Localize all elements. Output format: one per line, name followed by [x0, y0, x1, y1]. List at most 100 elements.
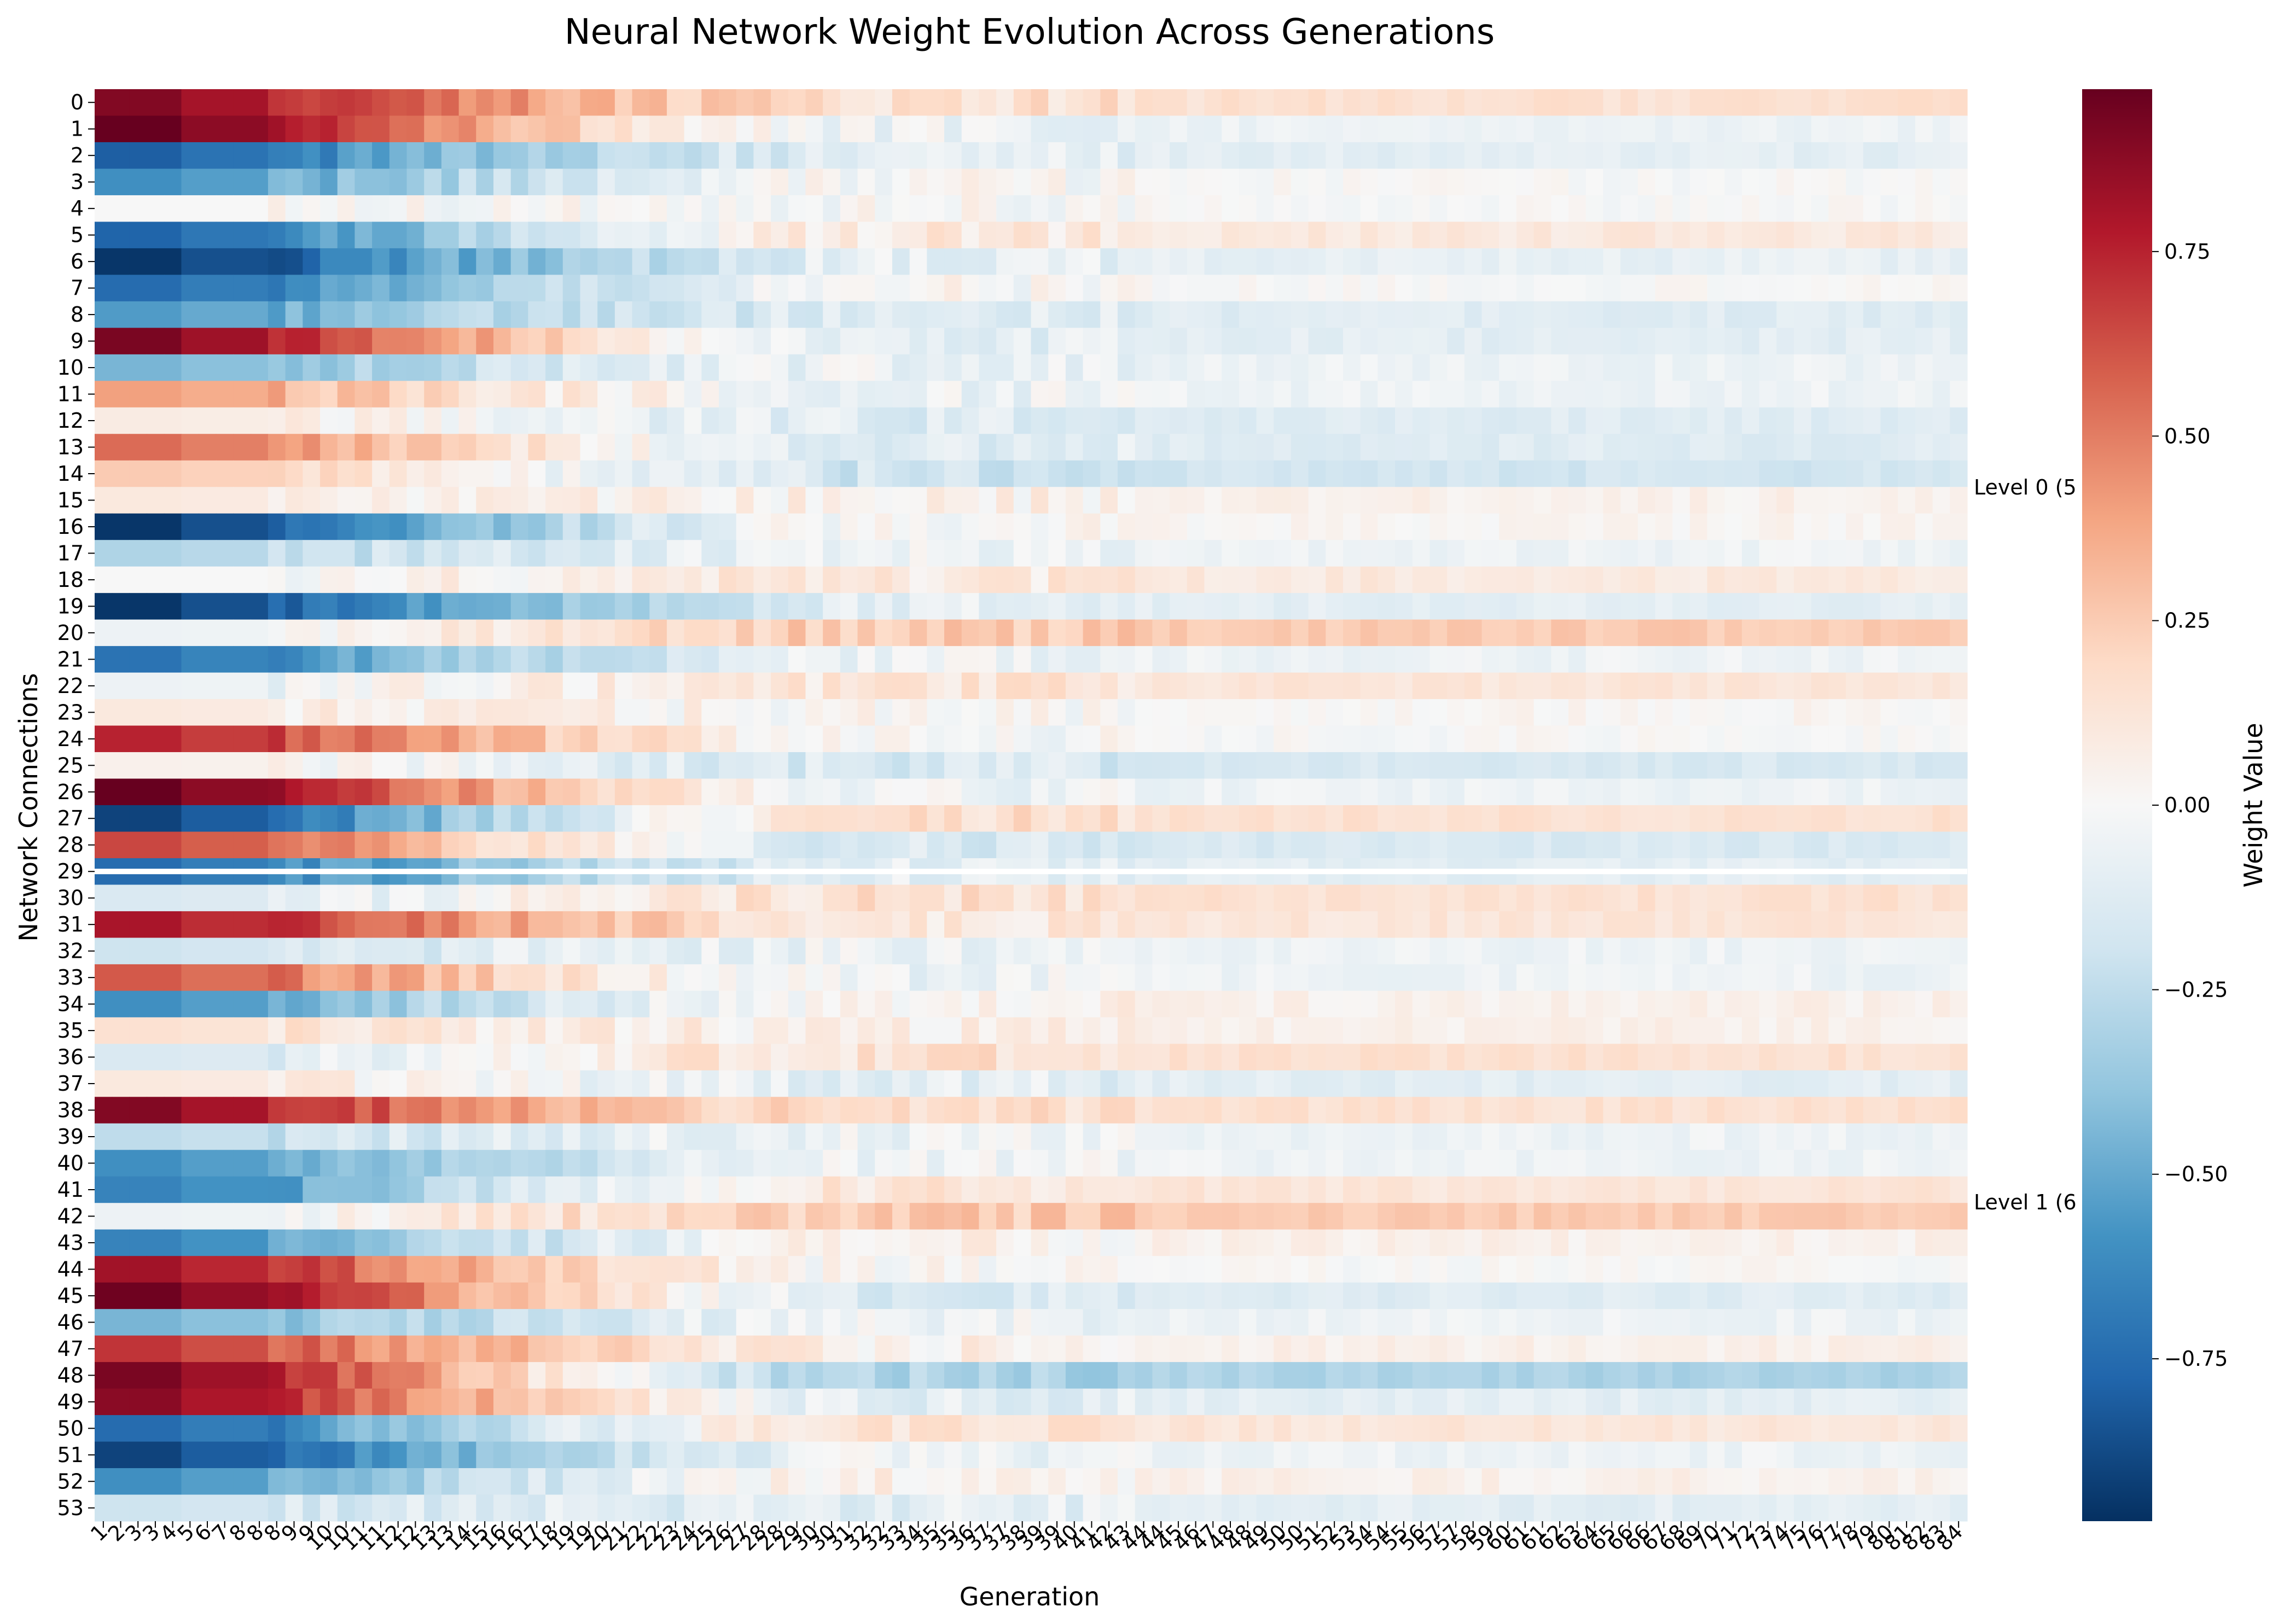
heatmap-cell — [1204, 1176, 1222, 1203]
heatmap-cell — [614, 1097, 633, 1124]
heatmap-cell — [1170, 115, 1188, 143]
heatmap-cell — [268, 1282, 286, 1309]
heatmap-cell — [320, 991, 338, 1018]
heatmap-cell — [1950, 593, 1968, 620]
heatmap-cell — [632, 168, 650, 196]
heatmap-cell — [875, 752, 893, 779]
heatmap-cell — [1447, 168, 1465, 196]
heatmap-cell — [771, 1282, 789, 1309]
heatmap-cell — [268, 1017, 286, 1044]
heatmap-cell — [1152, 593, 1170, 620]
heatmap-cell — [1655, 1176, 1673, 1203]
heatmap-cell — [823, 513, 841, 540]
heatmap-cell — [1378, 566, 1396, 593]
heatmap-cell — [771, 381, 789, 408]
heatmap-cell — [1551, 301, 1569, 328]
heatmap-cell — [199, 1229, 217, 1256]
heatmap-cell — [1274, 328, 1292, 355]
heatmap-cell — [493, 1150, 512, 1177]
heatmap-cell — [1048, 222, 1066, 249]
heatmap-cell — [354, 1123, 373, 1150]
heatmap-cell — [1759, 1282, 1777, 1309]
heatmap-cell — [1256, 248, 1274, 275]
heatmap-cell — [1100, 1229, 1118, 1256]
heatmap-cell — [1204, 752, 1222, 779]
heatmap-cell — [1499, 434, 1517, 461]
heatmap-cell — [892, 1097, 910, 1124]
heatmap-cell — [1689, 805, 1708, 833]
heatmap-cell — [597, 646, 615, 673]
heatmap-cell — [1031, 354, 1049, 381]
heatmap-cell — [268, 1256, 286, 1283]
heatmap-cell — [996, 938, 1014, 965]
heatmap-cell — [1274, 1229, 1292, 1256]
heatmap-cell — [1533, 1097, 1551, 1124]
heatmap-cell — [1568, 1150, 1586, 1177]
heatmap-cell — [788, 938, 806, 965]
heatmap-cell — [1204, 1070, 1222, 1097]
heatmap-cell — [1152, 168, 1170, 196]
heatmap-cell — [147, 275, 165, 302]
heatmap-cell — [147, 1203, 165, 1230]
heatmap-cell — [424, 275, 442, 302]
heatmap-cell — [1308, 1282, 1326, 1309]
heatmap-cell — [181, 407, 199, 434]
heatmap-cell — [719, 115, 737, 143]
heatmap-cell — [1239, 487, 1257, 514]
heatmap-cell — [1898, 540, 1916, 567]
heatmap-cell — [1915, 884, 1933, 912]
heatmap-cell — [1187, 195, 1205, 223]
heatmap-cell — [753, 354, 771, 381]
heatmap-cell — [666, 1203, 685, 1230]
heatmap-cell — [181, 1203, 199, 1230]
heatmap-cell — [597, 1256, 615, 1283]
heatmap-cell — [632, 566, 650, 593]
heatmap-cell — [337, 778, 356, 806]
heatmap-cell — [1117, 1017, 1136, 1044]
heatmap-cell — [875, 1070, 893, 1097]
heatmap-cell — [1100, 964, 1118, 991]
heatmap-cell — [961, 168, 980, 196]
heatmap-cell — [337, 566, 356, 593]
heatmap-cell — [1689, 89, 1708, 117]
heatmap-cell — [129, 301, 147, 328]
heatmap-cell — [1603, 831, 1621, 859]
heatmap-cell — [649, 1203, 667, 1230]
heatmap-cell — [1429, 672, 1448, 700]
heatmap-cell — [1395, 195, 1413, 223]
heatmap-cell — [909, 540, 927, 567]
heatmap-cell — [1447, 1282, 1465, 1309]
heatmap-cell — [1603, 593, 1621, 620]
heatmap-cell — [1794, 593, 1812, 620]
heatmap-cell — [1499, 381, 1517, 408]
heatmap-cell — [1100, 460, 1118, 487]
heatmap-cell — [1117, 168, 1136, 196]
heatmap-cell — [684, 884, 702, 912]
heatmap-cell — [753, 89, 771, 117]
heatmap-cell — [632, 142, 650, 170]
heatmap-cell — [164, 566, 182, 593]
heatmap-cell — [406, 1097, 425, 1124]
heatmap-cell — [268, 301, 286, 328]
heatmap-cell — [753, 1229, 771, 1256]
heatmap-cell — [649, 911, 667, 939]
heatmap-cell — [1187, 646, 1205, 673]
heatmap-cell — [458, 434, 476, 461]
heatmap-cell — [1759, 1176, 1777, 1203]
heatmap-cell — [788, 1229, 806, 1256]
heatmap-cell — [1378, 328, 1396, 355]
heatmap-cell — [961, 540, 980, 567]
heatmap-cell — [1343, 328, 1361, 355]
heatmap-cell — [112, 540, 130, 567]
heatmap-cell — [701, 460, 719, 487]
heatmap-cell — [1395, 1070, 1413, 1097]
heatmap-cell — [476, 434, 494, 461]
heatmap-cell — [1308, 1123, 1326, 1150]
heatmap-cell — [389, 672, 408, 700]
heatmap-cell — [614, 1282, 633, 1309]
heatmap-cell — [1672, 831, 1690, 859]
heatmap-cell — [337, 540, 356, 567]
heatmap-cell — [389, 1176, 408, 1203]
heatmap-cell — [875, 381, 893, 408]
heatmap-cell — [112, 805, 130, 833]
